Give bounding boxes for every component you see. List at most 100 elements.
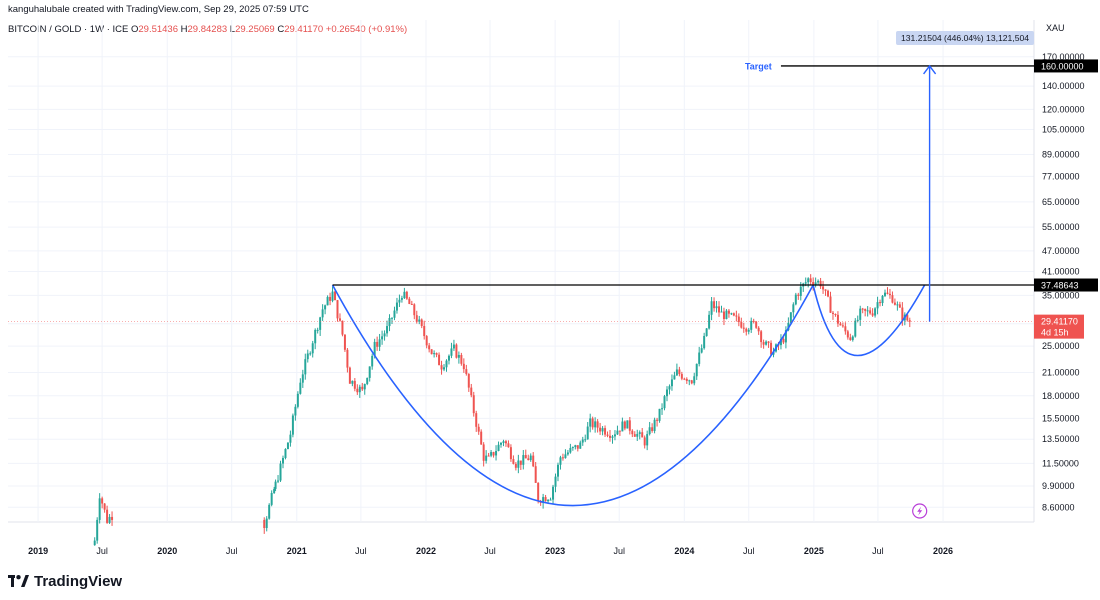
candle-body (722, 311, 725, 320)
y-tick-label: 9.90000 (1042, 481, 1075, 491)
candle-body (799, 286, 802, 296)
candle-body (601, 428, 604, 432)
x-tick-label: Jul (613, 546, 625, 556)
candle-body (291, 415, 294, 435)
low-value: 29.25069 (235, 24, 275, 35)
candle-body (309, 353, 312, 355)
candle-body (581, 439, 584, 443)
target-price-label: 160.00000 (1041, 61, 1084, 71)
candle-body (502, 441, 505, 443)
candle-body (452, 344, 455, 349)
x-tick-label: 2021 (287, 546, 307, 556)
candle-body (737, 316, 740, 323)
candle-body (343, 334, 346, 350)
candle-body (106, 509, 109, 523)
candle-body (301, 374, 304, 383)
candle-body (420, 319, 423, 327)
y-tick-label: 47.00000 (1042, 246, 1080, 256)
candle-body (908, 320, 911, 322)
candle-body (611, 436, 614, 438)
candle-body (809, 278, 812, 283)
y-tick-label: 120.00000 (1042, 104, 1085, 114)
candle-body (626, 420, 629, 429)
high-label: H (180, 24, 188, 35)
candle-body (673, 375, 676, 380)
candle-body (460, 354, 463, 364)
candle-body (497, 444, 500, 451)
candle-body (346, 349, 349, 368)
candle-body (462, 363, 465, 370)
candle-body (856, 319, 859, 321)
candle-body (383, 333, 386, 337)
candle-body (465, 369, 468, 374)
candle-body (103, 503, 106, 510)
candle-body (599, 427, 602, 432)
candle-body (450, 348, 453, 356)
candle-body (504, 441, 507, 444)
candle-body (475, 413, 478, 427)
candle-body (789, 312, 792, 323)
candle-body (893, 302, 896, 305)
candle-body (876, 302, 879, 309)
candle-body (316, 329, 319, 331)
candle-body (509, 447, 512, 460)
close-value: 29.41170 (284, 24, 324, 35)
y-tick-label: 11.50000 (1042, 458, 1079, 468)
candle-body (579, 442, 582, 449)
candle-body (643, 437, 646, 446)
brand-name: TradingView (34, 572, 123, 590)
candle-body (861, 308, 864, 310)
candle-body (482, 444, 485, 461)
candle-body (745, 328, 748, 332)
candle-body (812, 282, 815, 285)
candle-body (829, 296, 832, 313)
candle-body (480, 431, 483, 445)
candle-body (284, 449, 287, 459)
y-tick-label: 15.50000 (1042, 413, 1080, 423)
change-value: +0.26540 (+0.91%) (325, 24, 408, 35)
candle-body (757, 327, 760, 332)
candle-body (782, 338, 785, 343)
candle-body (96, 519, 99, 541)
candle-body (678, 369, 681, 375)
candle-body (888, 293, 891, 296)
candle-body (430, 349, 433, 355)
time-axis: 2019 Jul 2020 Jul 2021 Jul 2022 Jul 2023 Jul 2024 J… (28, 546, 953, 556)
y-tick-label: 8.60000 (1042, 502, 1075, 512)
candle-body (869, 310, 872, 314)
y-axis-unit: XAU (1046, 23, 1065, 33)
candle-body (683, 378, 686, 380)
candle-body (500, 442, 503, 445)
candle-body (561, 457, 564, 459)
candle-body (371, 355, 374, 367)
current-price-badge (1034, 314, 1084, 339)
candle-body (898, 304, 901, 308)
candle-body (628, 420, 631, 431)
y-tick-label: 13.50000 (1042, 434, 1080, 444)
y-tick-label: 65.00000 (1042, 197, 1080, 207)
candle-body (527, 458, 530, 461)
candle-body (732, 313, 735, 316)
y-tick-label: 77.00000 (1042, 171, 1080, 181)
candle-body (542, 497, 545, 503)
candle-body (616, 430, 619, 435)
candle-body (93, 540, 96, 546)
candle-body (351, 380, 354, 384)
candle-body (653, 419, 656, 431)
candle-body (794, 294, 797, 305)
candle-body (636, 433, 639, 437)
candle-body (571, 447, 574, 449)
candle-body (373, 341, 376, 356)
candle-body (574, 445, 577, 448)
candle-body (381, 336, 384, 340)
legend-row: BITCOIN / GOLD · 1W · ICE O29.51436 H29.… (8, 24, 407, 35)
candle-body (413, 304, 416, 316)
candle-body (408, 298, 411, 304)
candle-body (906, 314, 909, 321)
candle-body (268, 504, 271, 519)
candle-body (386, 326, 389, 334)
candle-body (874, 308, 877, 316)
candle-body (879, 302, 882, 304)
price-axis: 8.60000 9.90000 11.50000 13.50000 15.50000 18… (1042, 23, 1085, 512)
